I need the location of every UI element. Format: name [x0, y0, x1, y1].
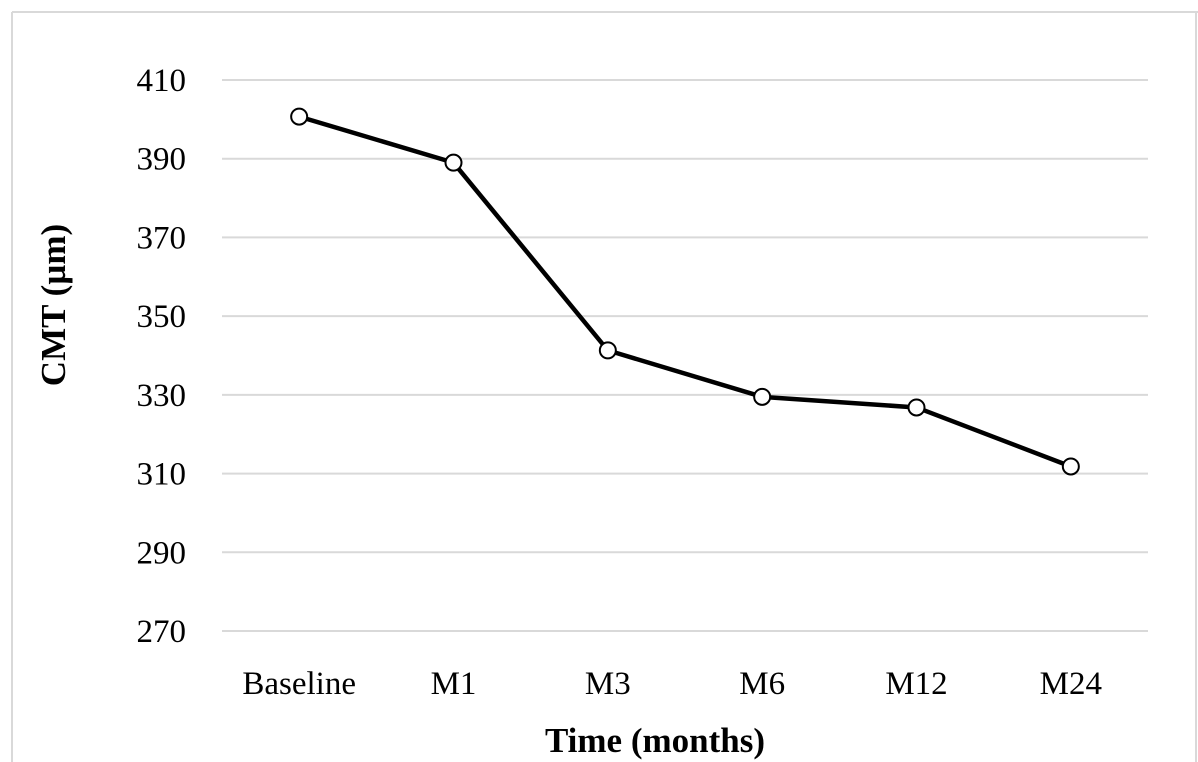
data-point-marker: [907, 398, 926, 417]
y-tick-label: 370: [137, 220, 187, 256]
x-tick-label: M6: [739, 666, 785, 702]
x-axis-tick-labels: Baseline M1 M3 M6 M12 M24: [242, 666, 1102, 702]
y-tick-label: 350: [137, 299, 187, 335]
x-tick-label: M1: [431, 666, 477, 702]
y-tick-label: 310: [137, 457, 187, 493]
x-axis-title: Time (months): [545, 721, 765, 760]
data-point-marker: [290, 107, 309, 126]
y-tick-label: 290: [137, 535, 187, 571]
data-point-marker: [444, 153, 463, 172]
series-group: [290, 107, 1080, 476]
y-axis-title: CMT (µm): [34, 224, 73, 386]
y-tick-label: 390: [137, 142, 187, 178]
data-point-marker: [753, 387, 772, 406]
y-tick-label: 410: [137, 63, 187, 99]
x-tick-label: M3: [585, 666, 631, 702]
series-line: [298, 114, 1072, 469]
data-point-marker: [1061, 457, 1080, 476]
y-axis-tick-labels: 410 390 370 350 330 310 290 270: [137, 63, 187, 650]
x-tick-label: M12: [885, 666, 947, 702]
data-point-marker: [598, 341, 617, 360]
y-tick-label: 270: [137, 614, 187, 650]
y-tick-label: 330: [137, 378, 187, 414]
x-tick-label: Baseline: [242, 666, 356, 702]
x-tick-label: M24: [1040, 666, 1102, 702]
gridlines: [222, 79, 1148, 632]
